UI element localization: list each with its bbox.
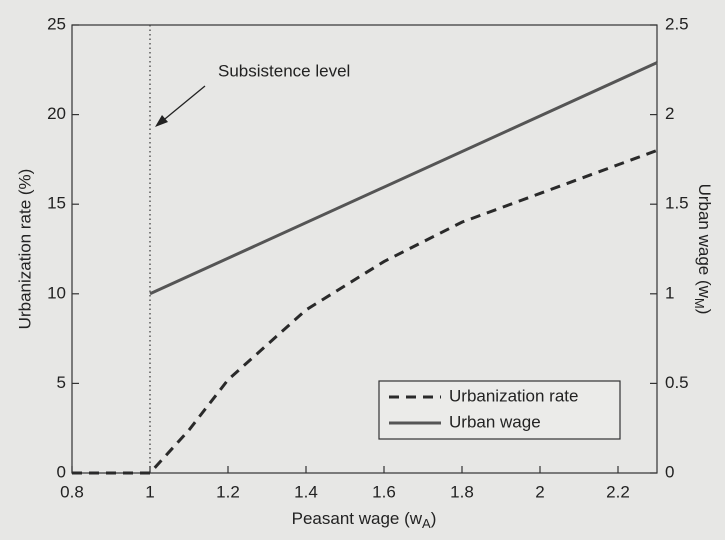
y2-tick-label: 2.5 xyxy=(665,14,689,33)
x-tick-label: 1.2 xyxy=(216,482,240,501)
x-tick-label: 1.6 xyxy=(372,482,396,501)
x-tick-label: 1.4 xyxy=(294,482,318,501)
y-tick-label: 10 xyxy=(47,283,66,302)
x-tick-label: 1.8 xyxy=(450,482,474,501)
legend-label: Urbanization rate xyxy=(449,386,578,405)
y-tick-label: 0 xyxy=(57,462,66,481)
y-tick-label: 20 xyxy=(47,104,66,123)
annotation: Subsistence level xyxy=(218,61,350,80)
y2-tick-label: 1.5 xyxy=(665,194,689,213)
y-tick-label: 15 xyxy=(47,194,66,213)
y-tick-label: 25 xyxy=(47,14,66,33)
series-line xyxy=(149,61,658,296)
legend-label: Urban wage xyxy=(449,412,541,431)
y2-tick-label: 1 xyxy=(665,283,674,302)
arrow-head xyxy=(155,115,168,127)
plot-frame xyxy=(71,24,658,474)
y-axis-label: Urbanization rate (%) xyxy=(15,169,34,330)
y2-axis-label: Urban wage (wM) xyxy=(692,184,714,315)
y2-tick-label: 0.5 xyxy=(665,373,689,392)
y2-tick-label: 2 xyxy=(665,104,674,123)
y2-tick-label: 0 xyxy=(665,462,674,481)
y-tick-label: 5 xyxy=(57,373,66,392)
series-line xyxy=(72,149,658,475)
legend-box xyxy=(378,380,621,440)
x-tick-label: 2 xyxy=(535,482,544,501)
x-axis-label: Peasant wage (wA) xyxy=(292,509,437,531)
x-tick-label: 0.8 xyxy=(60,482,84,501)
x-tick-label: 1 xyxy=(145,482,154,501)
annotation-arrow xyxy=(159,85,206,124)
x-tick-label: 2.2 xyxy=(606,482,630,501)
